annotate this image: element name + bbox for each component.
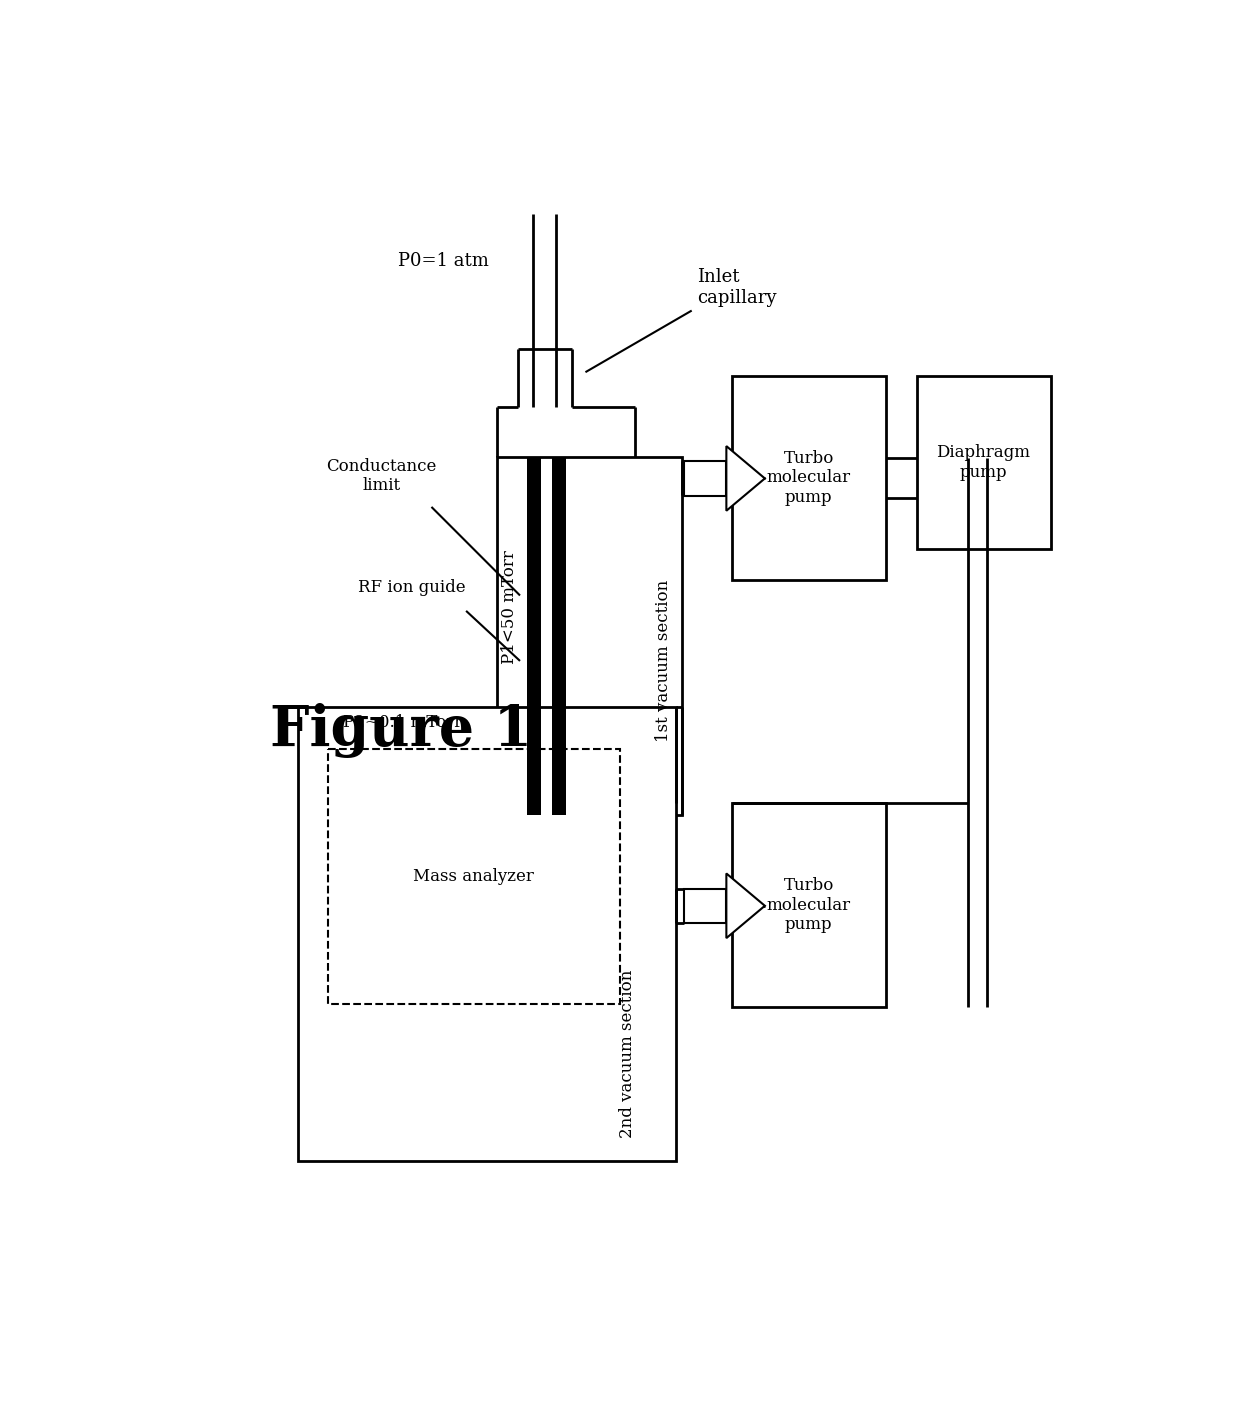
- Text: Figure 1: Figure 1: [270, 703, 532, 758]
- Text: P1<50 mTorr: P1<50 mTorr: [501, 551, 518, 664]
- Bar: [916, 375, 1052, 549]
- Bar: [497, 457, 682, 815]
- Bar: [552, 457, 567, 815]
- Bar: [527, 457, 541, 815]
- Text: Turbo
molecular
pump: Turbo molecular pump: [766, 877, 851, 933]
- Text: P0=1 atm: P0=1 atm: [398, 252, 490, 269]
- Text: Inlet
capillary: Inlet capillary: [697, 268, 776, 307]
- Text: Turbo
molecular
pump: Turbo molecular pump: [766, 450, 851, 506]
- Polygon shape: [727, 446, 765, 511]
- Text: RF ion guide: RF ion guide: [358, 579, 466, 597]
- Bar: [732, 375, 885, 580]
- Text: 1st vacuum section: 1st vacuum section: [655, 580, 672, 743]
- Text: Diaphragm
pump: Diaphragm pump: [936, 444, 1030, 481]
- Bar: [327, 750, 620, 1003]
- Bar: [684, 888, 727, 923]
- Text: 2nd vacuum section: 2nd vacuum section: [619, 969, 636, 1138]
- Polygon shape: [727, 873, 765, 939]
- Bar: [684, 461, 727, 496]
- Text: P2~0.1 mTorr: P2~0.1 mTorr: [343, 715, 463, 731]
- Text: Conductance
limit: Conductance limit: [326, 458, 436, 495]
- Bar: [732, 803, 885, 1007]
- Bar: [299, 708, 676, 1161]
- Text: Mass analyzer: Mass analyzer: [413, 869, 534, 885]
